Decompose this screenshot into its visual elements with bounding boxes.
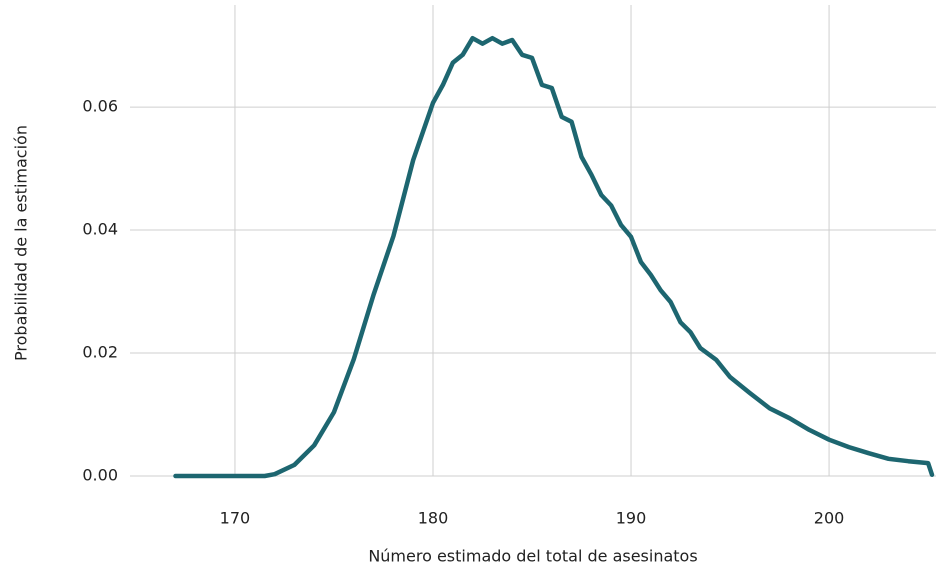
- x-tick-label: 190: [616, 509, 647, 528]
- x-tick-label: 170: [220, 509, 251, 528]
- y-tick-label: 0.00: [82, 466, 118, 485]
- data-line: [173, 35, 935, 479]
- y-tick-label: 0.02: [82, 343, 118, 362]
- x-axis-label: Número estimado del total de asesinatos: [368, 547, 697, 566]
- x-tick-label: 180: [418, 509, 449, 528]
- y-axis-label: Probabilidad de la estimación: [12, 125, 31, 361]
- x-tick-label: 200: [814, 509, 845, 528]
- y-tick-label: 0.06: [82, 97, 118, 116]
- y-tick-label: 0.04: [82, 220, 118, 239]
